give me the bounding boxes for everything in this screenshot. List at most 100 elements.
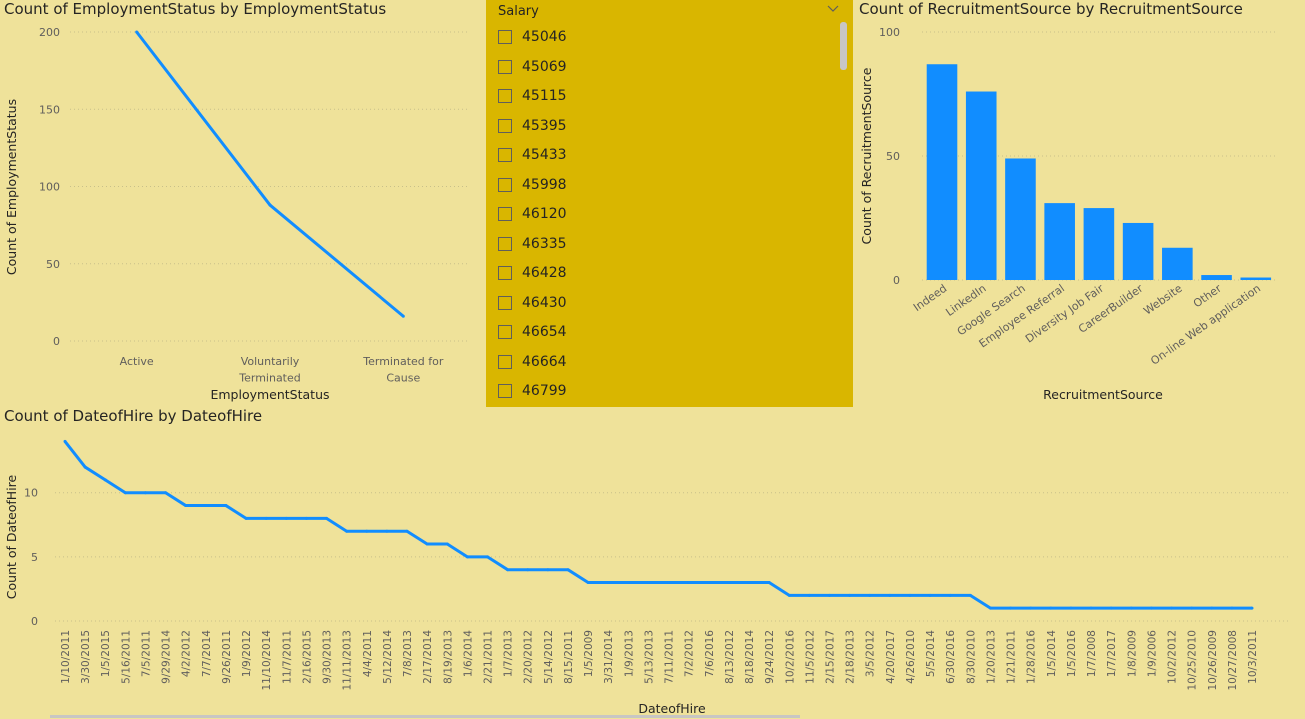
bar[interactable] bbox=[1005, 158, 1036, 280]
data-point[interactable] bbox=[787, 593, 791, 597]
data-point[interactable] bbox=[1210, 606, 1214, 610]
data-point[interactable] bbox=[928, 593, 932, 597]
data-point[interactable] bbox=[1149, 606, 1153, 610]
data-point[interactable] bbox=[204, 504, 208, 508]
data-point[interactable] bbox=[1069, 606, 1073, 610]
data-point[interactable] bbox=[626, 581, 630, 585]
slicer-item[interactable]: 46120 bbox=[498, 203, 567, 225]
data-point[interactable] bbox=[405, 529, 409, 533]
data-point[interactable] bbox=[687, 581, 691, 585]
checkbox[interactable] bbox=[498, 354, 512, 369]
data-point[interactable] bbox=[707, 581, 711, 585]
data-point[interactable] bbox=[445, 542, 449, 546]
data-point[interactable] bbox=[888, 593, 892, 597]
checkbox[interactable] bbox=[498, 266, 512, 280]
checkbox[interactable] bbox=[498, 236, 512, 251]
checkbox[interactable] bbox=[498, 177, 512, 192]
bar[interactable] bbox=[1044, 203, 1075, 280]
data-point[interactable] bbox=[425, 542, 429, 546]
chevron-down-icon[interactable] bbox=[827, 2, 839, 14]
data-point[interactable] bbox=[586, 581, 590, 585]
data-point[interactable] bbox=[727, 581, 731, 585]
data-point[interactable] bbox=[1170, 606, 1174, 610]
checkbox[interactable] bbox=[498, 325, 512, 339]
data-point[interactable] bbox=[747, 581, 751, 585]
slicer-item[interactable]: 45115 bbox=[498, 85, 567, 107]
checkbox[interactable] bbox=[498, 207, 512, 221]
bar[interactable] bbox=[1201, 275, 1232, 280]
data-point[interactable] bbox=[164, 491, 168, 495]
data-point[interactable] bbox=[284, 516, 288, 520]
slicer-item[interactable]: 45395 bbox=[498, 115, 567, 137]
data-point[interactable] bbox=[828, 593, 832, 597]
bar[interactable] bbox=[1162, 247, 1193, 280]
data-point[interactable] bbox=[848, 593, 852, 597]
data-point[interactable] bbox=[506, 568, 510, 572]
data-point[interactable] bbox=[646, 581, 650, 585]
date-of-hire-chart[interactable]: Count of DateofHire by DateofHire 0 5 10 1/… bbox=[0, 407, 1305, 719]
data-point[interactable] bbox=[767, 581, 771, 585]
bar[interactable] bbox=[1122, 222, 1154, 280]
data-point[interactable] bbox=[948, 593, 952, 597]
data-point[interactable] bbox=[224, 504, 228, 508]
slicer-item[interactable]: 46799 bbox=[498, 380, 567, 402]
data-point[interactable] bbox=[103, 478, 107, 482]
slicer-item[interactable]: 46335 bbox=[498, 233, 567, 255]
checkbox[interactable] bbox=[498, 89, 512, 103]
checkbox[interactable] bbox=[498, 384, 512, 398]
data-point[interactable] bbox=[244, 516, 248, 520]
slicer-item[interactable]: 45069 bbox=[498, 56, 567, 78]
checkbox[interactable] bbox=[498, 295, 512, 310]
data-point[interactable] bbox=[1250, 606, 1254, 610]
data-point[interactable] bbox=[526, 568, 530, 572]
data-point[interactable] bbox=[83, 465, 87, 469]
data-point[interactable] bbox=[1190, 606, 1194, 610]
data-point[interactable] bbox=[1230, 606, 1234, 610]
data-point[interactable] bbox=[465, 555, 469, 559]
series-line[interactable] bbox=[135, 31, 405, 318]
data-point[interactable] bbox=[968, 593, 972, 597]
data-point[interactable] bbox=[365, 529, 369, 533]
slicer-item[interactable]: 45998 bbox=[498, 174, 567, 196]
data-point[interactable] bbox=[868, 593, 872, 597]
slicer-item[interactable]: 46664 bbox=[498, 351, 567, 373]
data-point[interactable] bbox=[807, 593, 811, 597]
data-point[interactable] bbox=[606, 581, 610, 585]
checkbox[interactable] bbox=[498, 148, 512, 162]
slicer-scrollbar[interactable] bbox=[840, 22, 847, 70]
data-point[interactable] bbox=[988, 606, 992, 610]
slicer-item[interactable]: 46654 bbox=[498, 321, 567, 343]
data-point[interactable] bbox=[304, 516, 308, 520]
data-point[interactable] bbox=[485, 555, 489, 559]
data-point[interactable] bbox=[401, 314, 405, 318]
slicer-item[interactable]: 46430 bbox=[498, 292, 567, 314]
recruitment-source-chart[interactable]: Count of RecruitmentSource by Recruitmen… bbox=[855, 0, 1305, 407]
slicer-item[interactable]: 45046 bbox=[498, 26, 567, 48]
bar[interactable] bbox=[926, 64, 958, 281]
series-line[interactable] bbox=[63, 440, 1252, 610]
data-point[interactable] bbox=[1089, 606, 1093, 610]
data-point[interactable] bbox=[566, 568, 570, 572]
checkbox[interactable] bbox=[498, 30, 512, 44]
data-point[interactable] bbox=[1049, 606, 1053, 610]
data-point[interactable] bbox=[268, 203, 272, 207]
data-point[interactable] bbox=[184, 504, 188, 508]
data-point[interactable] bbox=[325, 516, 329, 520]
data-point[interactable] bbox=[908, 593, 912, 597]
data-point[interactable] bbox=[667, 581, 671, 585]
slicer-item[interactable]: 45433 bbox=[498, 144, 567, 166]
data-point[interactable] bbox=[63, 439, 67, 443]
checkbox[interactable] bbox=[498, 118, 512, 133]
slicer-item[interactable]: 46428 bbox=[498, 262, 567, 284]
data-point[interactable] bbox=[546, 568, 550, 572]
data-point[interactable] bbox=[345, 529, 349, 533]
data-point[interactable] bbox=[385, 529, 389, 533]
data-point[interactable] bbox=[1129, 606, 1133, 610]
bar[interactable] bbox=[965, 91, 997, 281]
data-point[interactable] bbox=[143, 491, 147, 495]
employment-status-chart[interactable]: Count of EmploymentStatus by EmploymentS… bbox=[0, 0, 480, 407]
horizontal-scrollbar[interactable] bbox=[50, 715, 800, 718]
data-point[interactable] bbox=[135, 30, 139, 34]
data-point[interactable] bbox=[264, 516, 268, 520]
salary-slicer[interactable]: Salary 45046 45069 45115 45395 45433 45998 461… bbox=[486, 0, 853, 407]
